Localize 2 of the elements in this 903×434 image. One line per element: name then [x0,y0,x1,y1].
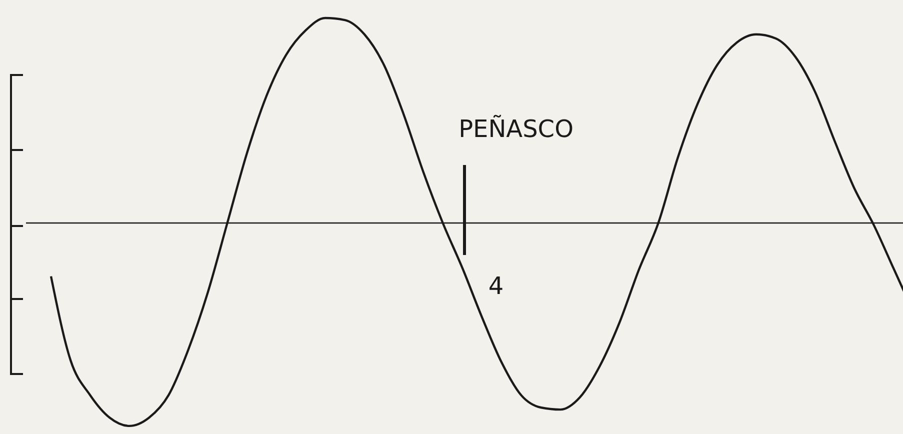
annotation: PEÑASCO [458,114,574,143]
annotation: 4 [488,272,504,300]
